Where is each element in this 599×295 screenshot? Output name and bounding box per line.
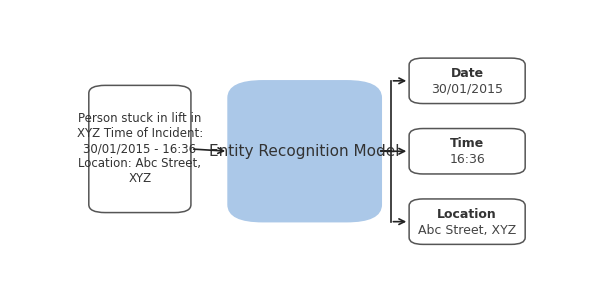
Text: Person stuck in lift in
XYZ Time of Incident:
30/01/2015 - 16:36
Location: Abc S: Person stuck in lift in XYZ Time of Inci…	[77, 112, 203, 186]
Text: 30/01/2015: 30/01/2015	[431, 83, 503, 96]
Text: Abc Street, XYZ: Abc Street, XYZ	[418, 224, 516, 237]
Text: Time: Time	[450, 137, 484, 150]
FancyBboxPatch shape	[409, 129, 525, 174]
FancyBboxPatch shape	[228, 81, 382, 222]
Text: Date: Date	[450, 67, 484, 80]
FancyBboxPatch shape	[409, 58, 525, 104]
Text: Location: Location	[437, 208, 497, 221]
Text: 16:36: 16:36	[449, 153, 485, 166]
FancyBboxPatch shape	[89, 85, 191, 213]
FancyBboxPatch shape	[409, 199, 525, 244]
Text: Entity Recognition Model: Entity Recognition Model	[210, 144, 400, 159]
